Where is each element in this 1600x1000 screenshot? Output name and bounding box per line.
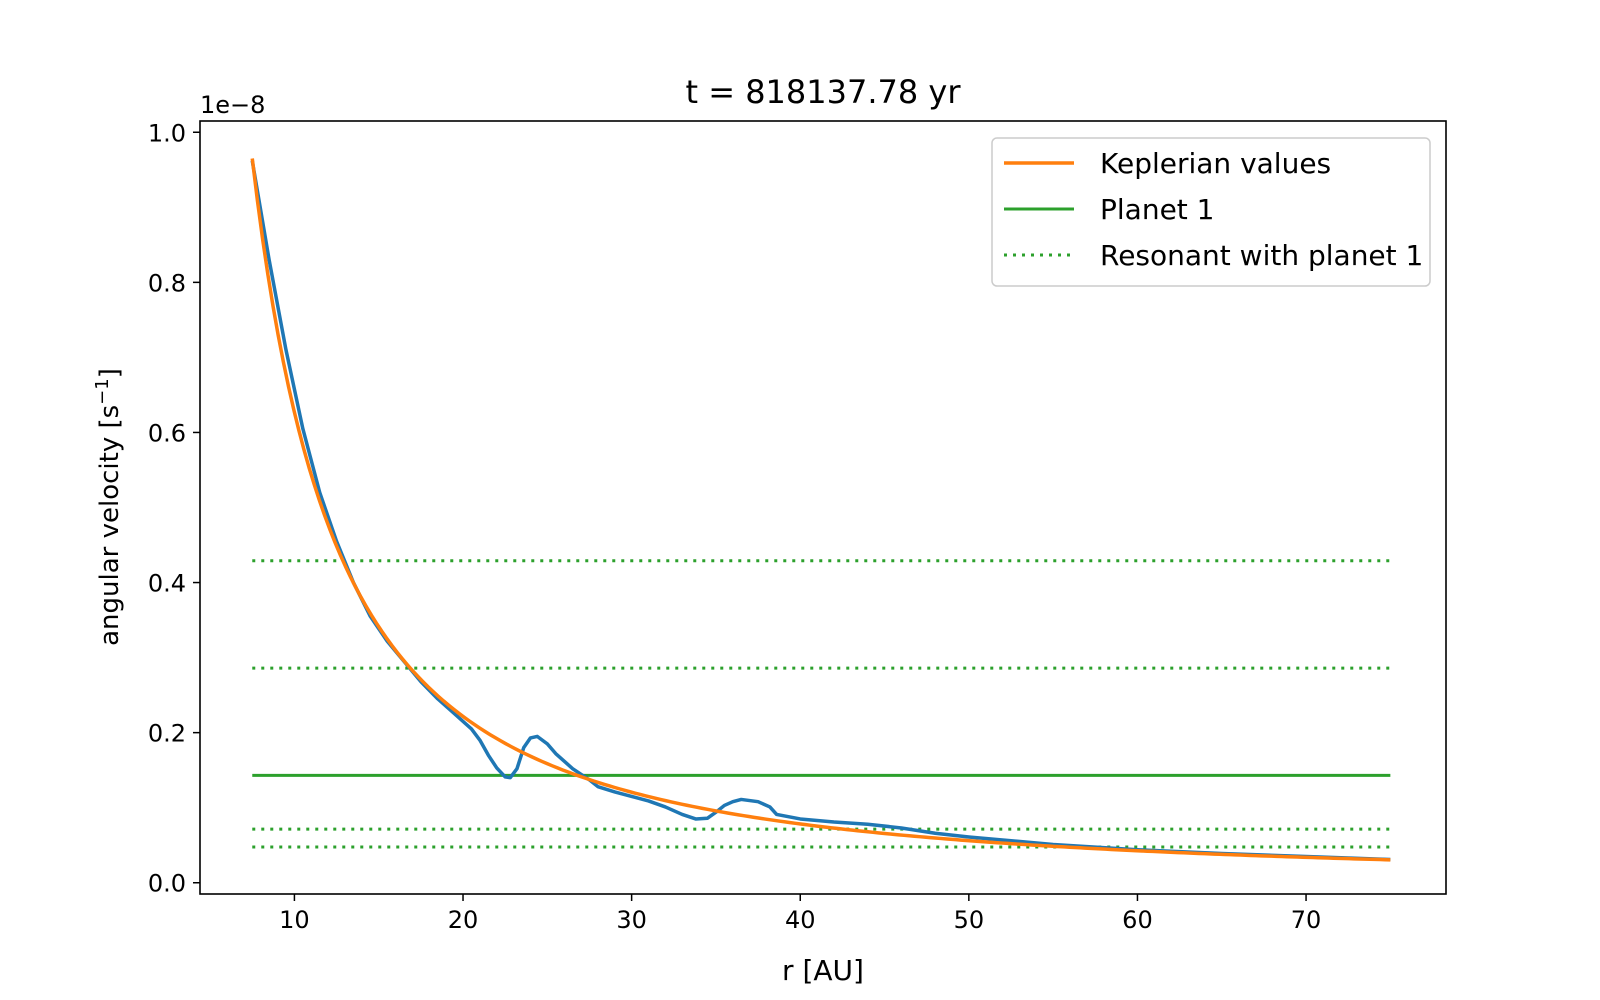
x-tick-label: 40 [785, 906, 816, 934]
x-axis: 10 20 30 40 50 60 70 [279, 894, 1321, 934]
x-tick-label: 50 [954, 906, 985, 934]
y-axis-label: angular velocity [s−1] [92, 368, 125, 646]
x-tick-label: 60 [1122, 906, 1153, 934]
legend: Keplerian values Planet 1 Resonant with … [991, 137, 1431, 287]
keplerian-line [250, 158, 1391, 862]
legend-label-keplerian: Keplerian values [1100, 147, 1331, 180]
axes-frame [199, 120, 1447, 895]
y-offset-label: 1e−8 [200, 91, 265, 119]
y-axis-label-exponent: −1 [92, 378, 113, 405]
x-tick-label: 10 [279, 906, 310, 934]
legend-label-planet: Planet 1 [1100, 193, 1215, 226]
x-tick-label: 20 [448, 906, 479, 934]
y-tick-label: 0.8 [148, 269, 186, 297]
y-axis-label-tail: ] [95, 368, 125, 378]
plot-area [250, 158, 1391, 862]
y-tick-label: 0.4 [148, 570, 186, 598]
y-tick-label: 1.0 [148, 119, 186, 147]
y-axis-label-main: angular velocity [s [95, 405, 125, 646]
legend-label-resonant: Resonant with planet 1 [1100, 239, 1423, 272]
y-axis: 0.0 0.2 0.4 0.6 0.8 1.0 [148, 119, 200, 898]
x-tick-label: 70 [1291, 906, 1322, 934]
x-tick-label: 30 [616, 906, 647, 934]
y-tick-label: 0.6 [148, 419, 186, 447]
y-tick-label: 0.2 [148, 720, 186, 748]
legend-box [991, 137, 1431, 287]
chart-title: t = 818137.78 yr [685, 73, 961, 111]
y-tick-label: 0.0 [148, 870, 186, 898]
x-axis-label: r [AU] [782, 954, 864, 987]
